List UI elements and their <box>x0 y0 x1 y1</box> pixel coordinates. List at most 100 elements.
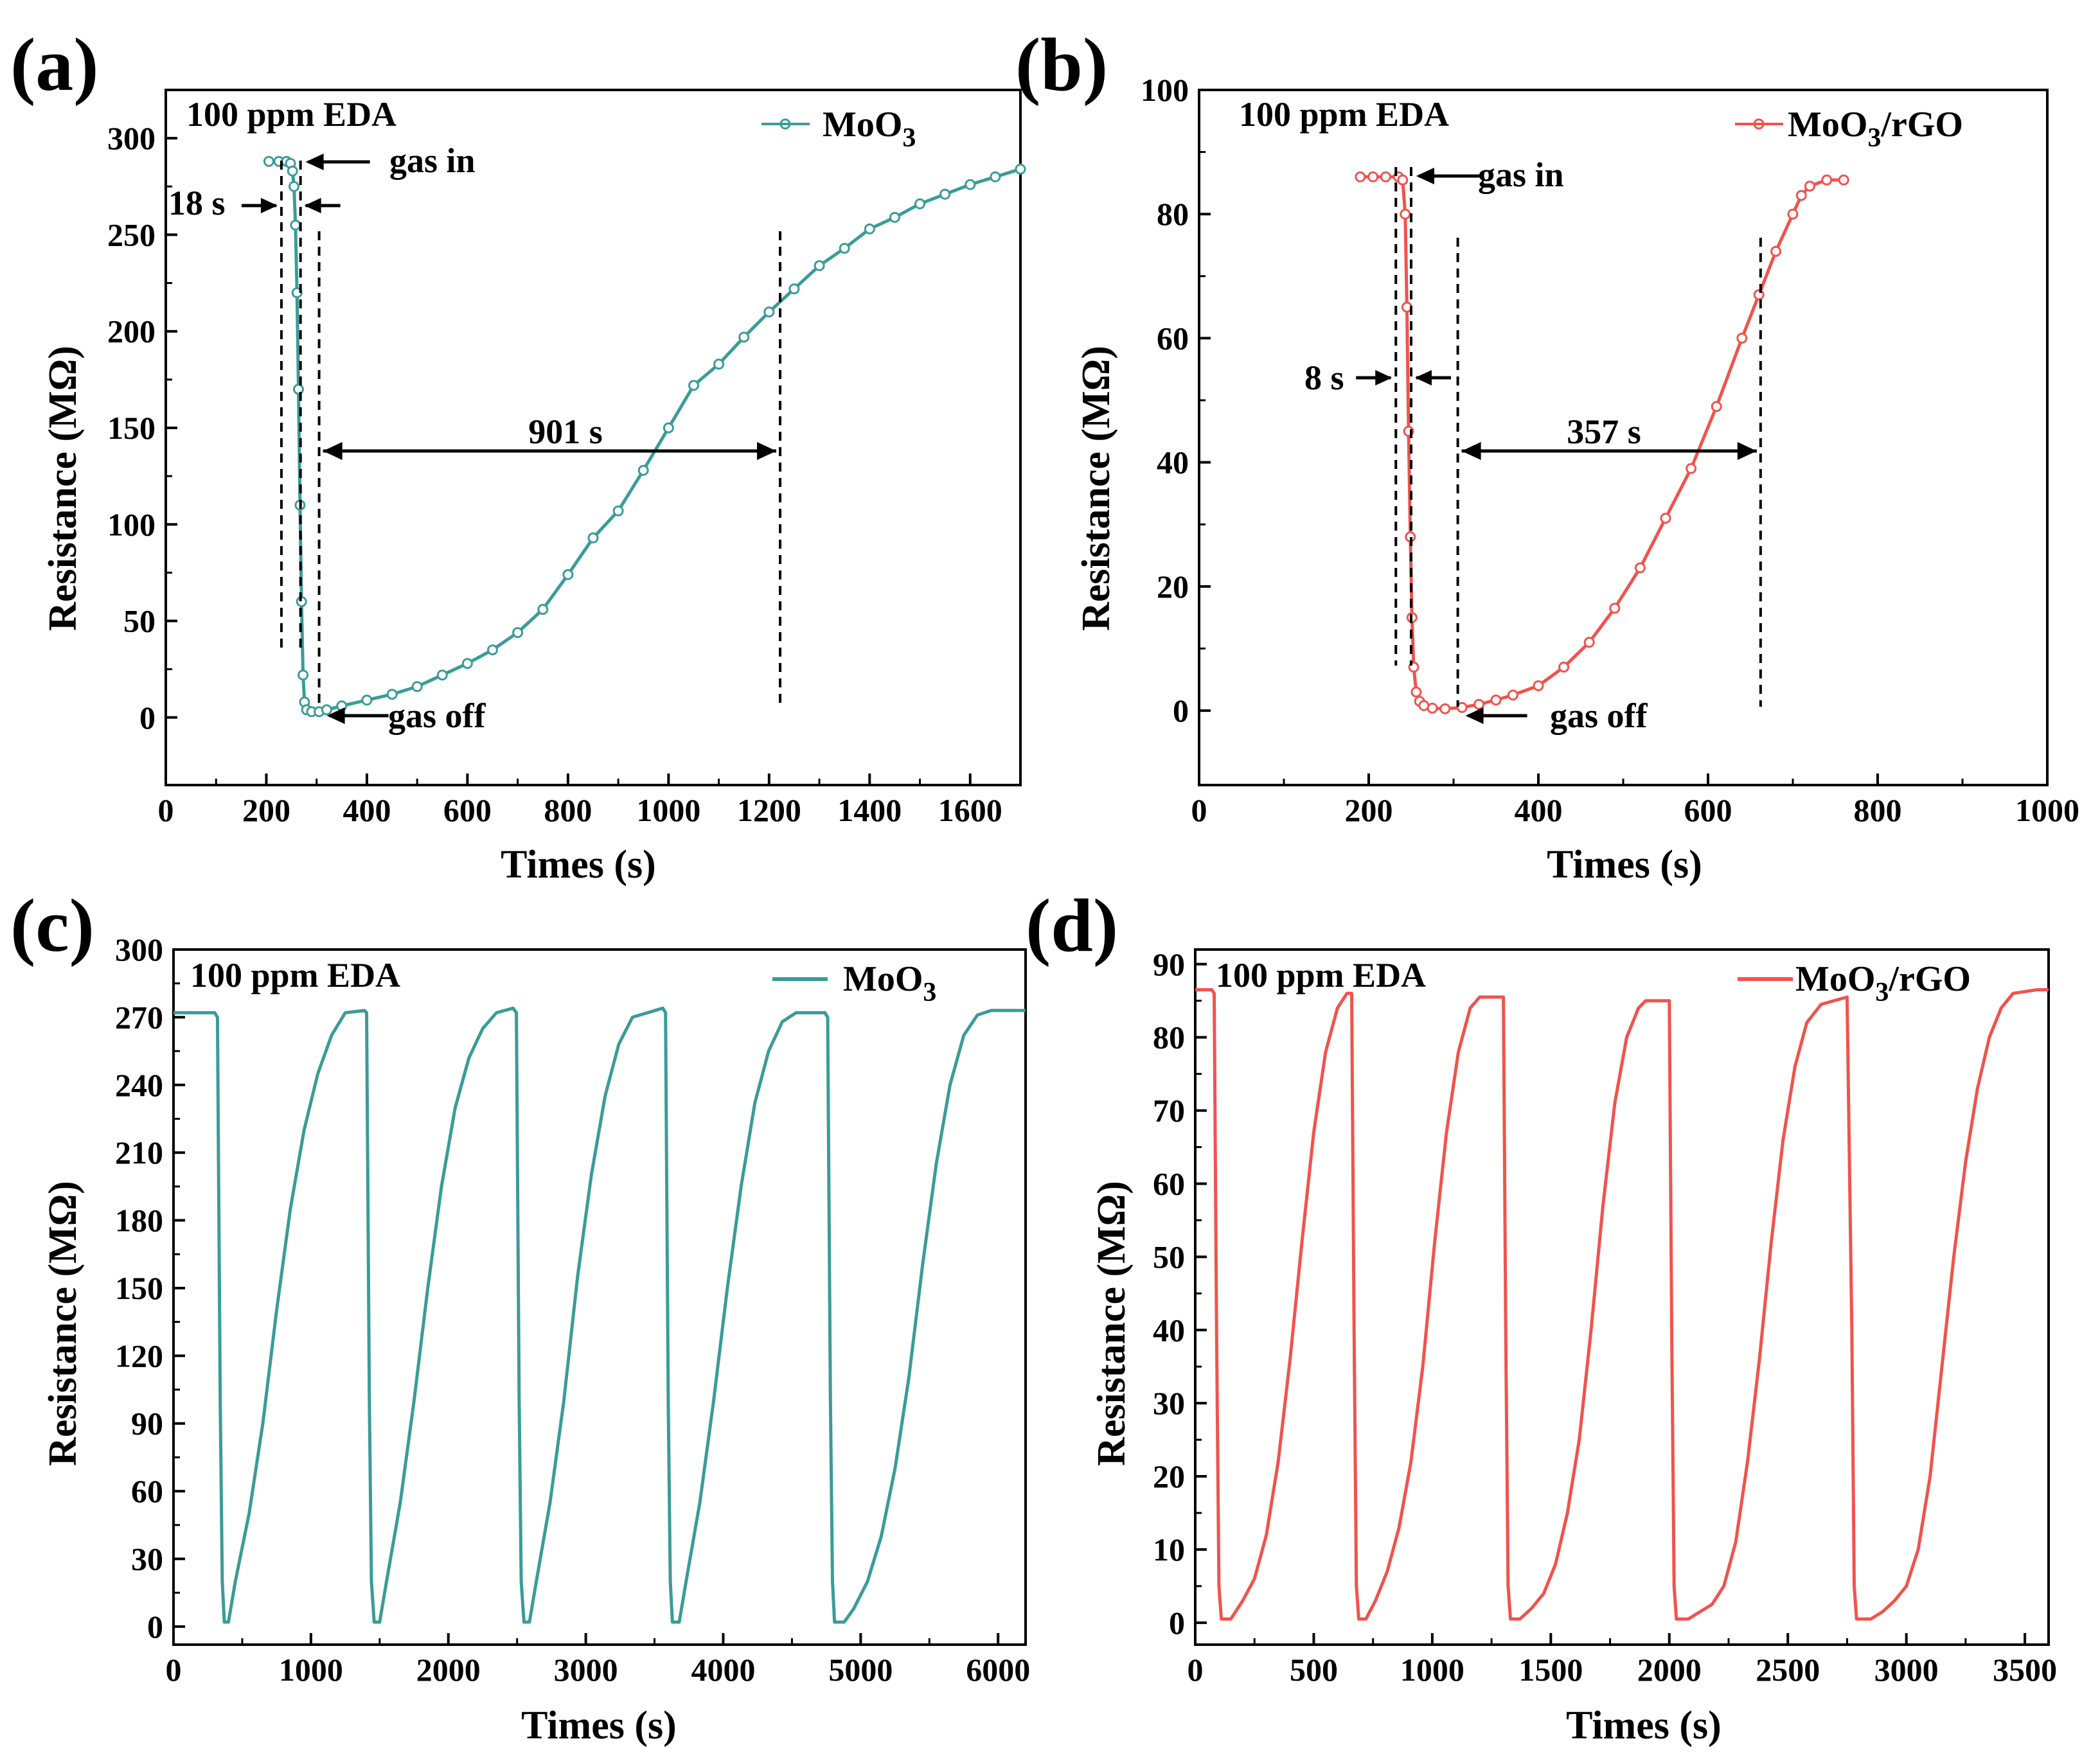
legend-a-text: MoO <box>823 105 902 145</box>
x-tick-label-c-4: 4000 <box>691 1652 755 1688</box>
data-point-a-28 <box>612 505 624 517</box>
data-point-a-20 <box>411 681 423 693</box>
data-point-b-32 <box>1795 190 1807 201</box>
data-point-a-30 <box>663 422 674 434</box>
panel-d: (d) Resistance (MΩ) Times (s) 0 500 1000 15… <box>1026 883 2057 1747</box>
data-point-b-17 <box>1473 698 1485 710</box>
chart-b-plot: 0 200 400 600 800 1000 0 20 40 60 80 100 <box>1141 72 2079 828</box>
x-tick-label-b-0: 0 <box>1191 792 1207 828</box>
response-arrow-left-head-b <box>1375 370 1393 385</box>
y-tick-label-a-0: 0 <box>139 700 156 736</box>
condition-label-d: 100 ppm EDA <box>1216 956 1426 994</box>
recovery-arrow-head-left-b <box>1461 442 1481 460</box>
legend-d-label: MoO3/rGO <box>1795 959 1971 1007</box>
panel-label-d: (d) <box>1026 883 1118 968</box>
data-point-b-29 <box>1753 289 1765 301</box>
data-point-a-16 <box>321 704 332 716</box>
x-tick-label-b-2: 400 <box>1515 792 1563 828</box>
y-tick-label-c-6: 180 <box>115 1203 163 1239</box>
x-tick-label-c-6: 6000 <box>966 1652 1030 1688</box>
data-point-b-16 <box>1456 702 1468 713</box>
gas-in-arrow-head-a <box>305 154 324 170</box>
data-point-b-31 <box>1787 208 1799 220</box>
data-point-b-4 <box>1397 174 1409 186</box>
data-point-a-18 <box>361 694 373 706</box>
y-tick-label-a-5: 250 <box>107 217 156 252</box>
legend-a-label: MoO3 <box>823 105 916 153</box>
legend-a-sub: 3 <box>902 123 916 153</box>
data-point-b-0 <box>1355 171 1366 182</box>
annot-b-gas-in: gas in <box>1478 155 1564 194</box>
x-tick-label-a-4: 800 <box>544 792 592 828</box>
y-tick-label-c-9: 270 <box>115 999 163 1035</box>
data-point-a-33 <box>738 331 750 343</box>
data-point-a-24 <box>512 627 524 639</box>
y-tick-label-b-1: 20 <box>1157 569 1189 605</box>
data-point-b-20 <box>1533 680 1544 691</box>
x-tick-label-c-2: 2000 <box>416 1652 481 1688</box>
legend-c-label: MoO3 <box>843 959 936 1007</box>
y-tick-label-d-9: 90 <box>1153 946 1185 982</box>
legend-d-suffix: /rGO <box>1888 959 1971 999</box>
panel-c: (c) Resistance (MΩ) Times (s) 0 1000 2000 3… <box>10 883 1030 1747</box>
data-point-b-2 <box>1380 171 1391 182</box>
x-tick-label-d-7: 3500 <box>1993 1652 2057 1688</box>
condition-label-c: 100 ppm EDA <box>190 956 400 994</box>
chart-d-plot: 0 500 1000 1500 2000 2500 3000 3500 0 10 20 30 40 50 6… <box>1153 946 2057 1688</box>
data-point-a-25 <box>537 604 549 615</box>
legend-c: MoO3 <box>772 959 936 1007</box>
y-tick-label-b-5: 100 <box>1141 72 1189 108</box>
data-point-a-43 <box>990 171 1001 182</box>
gas-off-arrow-head-b <box>1465 707 1484 724</box>
x-tick-label-c-1: 1000 <box>279 1652 343 1688</box>
data-point-a-31 <box>688 380 699 391</box>
data-point-a-36 <box>814 260 825 271</box>
data-point-a-32 <box>713 358 725 370</box>
y-tick-label-d-4: 40 <box>1153 1312 1185 1348</box>
x-tick-label-a-7: 1400 <box>837 792 902 828</box>
x-tick-label-a-5: 1000 <box>636 792 700 828</box>
data-point-b-33 <box>1804 181 1815 192</box>
x-tick-label-d-6: 3000 <box>1874 1652 1939 1688</box>
y-tick-label-d-2: 20 <box>1153 1458 1185 1494</box>
data-point-b-26 <box>1686 463 1697 474</box>
data-point-a-0 <box>263 155 274 167</box>
data-point-b-27 <box>1711 401 1722 412</box>
y-tick-label-b-4: 80 <box>1157 196 1189 232</box>
data-point-b-25 <box>1660 513 1671 524</box>
y-axis-title-d: Resistance (MΩ) <box>1090 1181 1134 1466</box>
chart-a-plot: 0 200 400 600 800 1000 1200 1400 1600 0 50 100 150 20… <box>107 89 1026 828</box>
y-tick-label-a-6: 300 <box>107 120 156 156</box>
x-tick-label-a-8: 1600 <box>938 792 1002 828</box>
panel-label-c: (c) <box>10 883 94 968</box>
axes-frame-a <box>165 89 1022 786</box>
condition-label-b: 100 ppm EDA <box>1239 95 1449 134</box>
y-axis-title-b: Resistance (MΩ) <box>1074 346 1118 631</box>
panel-label-b: (b) <box>1015 22 1108 107</box>
legend-d: MoO3/rGO <box>1738 959 1971 1007</box>
data-point-b-11 <box>1410 686 1422 698</box>
y-tick-label-c-2: 60 <box>131 1473 163 1509</box>
y-tick-label-d-8: 80 <box>1153 1020 1185 1056</box>
legend-b-text: MoO <box>1788 105 1867 145</box>
x-tick-label-d-2: 1000 <box>1400 1652 1464 1688</box>
y-tick-label-d-0: 0 <box>1169 1605 1185 1641</box>
response-arrow-left-head-a <box>260 198 278 213</box>
data-point-b-35 <box>1838 174 1849 186</box>
data-point-a-4 <box>287 165 298 177</box>
data-point-a-29 <box>637 464 649 476</box>
data-point-a-19 <box>386 689 398 700</box>
data-point-a-11 <box>298 669 309 681</box>
y-tick-label-c-0: 0 <box>147 1609 163 1645</box>
annot-a-arrows <box>241 154 782 724</box>
y-axis-title-c: Resistance (MΩ) <box>41 1181 85 1466</box>
data-point-a-27 <box>587 532 599 544</box>
data-point-a-44 <box>1015 163 1026 175</box>
legend-d-text: MoO <box>1795 959 1875 999</box>
x-axis-title-d: Times (s) <box>1566 1704 1722 1747</box>
x-tick-label-d-5: 2500 <box>1756 1652 1820 1688</box>
data-point-a-26 <box>562 569 574 580</box>
legend-b-suffix: /rGO <box>1880 105 1963 145</box>
annot-a-gas-in: gas in <box>389 141 476 180</box>
